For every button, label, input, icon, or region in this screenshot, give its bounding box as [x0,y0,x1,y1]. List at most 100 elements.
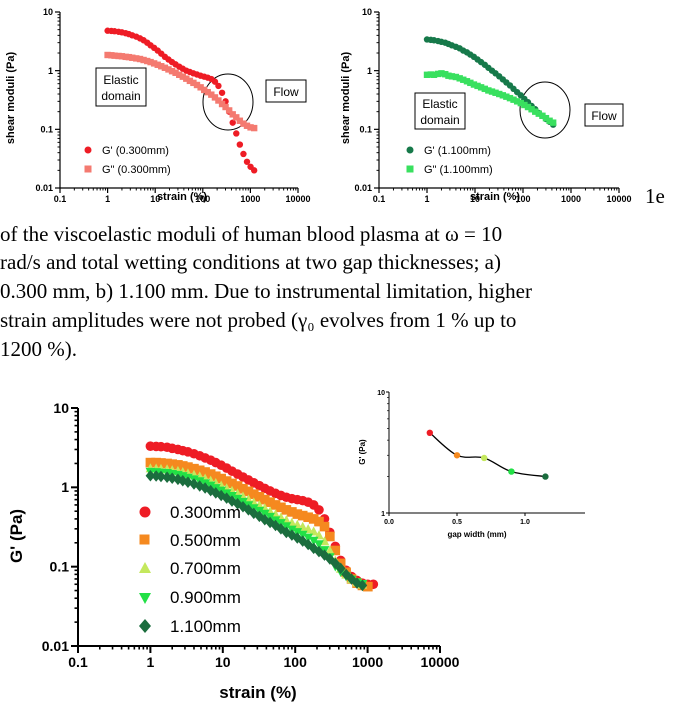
chart-b-xlabel: strain (%) [470,191,520,203]
chart-a-point-s0 [236,141,244,148]
chart-a-legend-label-1: G" (0.300mm) [102,164,171,176]
chart-c-legend-marker-4 [139,619,151,633]
chart-b-legend: G' (1.100mm) G" (1.100mm) [406,145,493,176]
chart-b-point-s1 [456,75,463,82]
chart-c-point-s4 [156,470,166,483]
chart-b-point-s1 [460,76,467,83]
chart-c-point-s0 [314,505,324,515]
chart-b-point-s1 [546,117,553,124]
chart-a-xtick-label: 100 [195,194,210,204]
chart-b-point-s1 [510,96,517,103]
chart-a-ylabel: shear moduli (Pa) [5,52,17,145]
chart-c-xtick-label: 0.1 [68,654,88,670]
chart-b-legend-marker-1 [406,165,414,173]
chart-a-point-s0 [240,150,247,158]
chart-c-ytick-label: 10 [53,400,69,416]
inset-ylabel: G' (Pa) [358,439,367,465]
chart-c-point-s1 [265,497,275,507]
chart-b-point-s1 [481,85,488,93]
chart-a-point-s1 [147,58,154,66]
chart-c-point-s1 [167,459,177,469]
chart-c-point-s4 [297,535,308,547]
chart-b-elastic-label-2: domain [420,113,459,127]
chart-a-legend: G' (0.300mm) G" (0.300mm) [84,145,171,176]
chart-c-point-s4 [248,507,259,520]
chart-b-point-s1 [535,110,542,117]
chart-b-point-s1 [513,98,521,105]
inset-point-1 [453,452,461,459]
chart-a-point-s1 [183,75,190,82]
chart-c-legend-marker-1 [139,534,150,545]
chart-a-point-s1 [233,114,240,121]
chart-a-point-s1 [172,69,179,76]
chart-b-xtick-label: 1000 [561,194,581,204]
chart-c-point-s1 [314,516,324,527]
chart-c-point-s1 [210,471,221,482]
chart-b-point-s1 [423,71,431,79]
chart-b-ytick-label: 1 [367,66,372,76]
chart-b-point-s1 [445,72,452,79]
chart-c-point-s1 [297,510,308,521]
chart-c-point-s1 [151,457,161,468]
chart-b-point-s1 [430,71,438,79]
chart-c-legend: 0.300mm 0.500mm 0.700mm 0.900mm 1.100mm [139,503,241,636]
chart-c-legend-label-1: 0.500mm [170,531,241,550]
chart-a-point-s1 [140,56,147,64]
chart-c-point-s1 [194,465,205,476]
chart-a-point-s1 [211,94,219,101]
chart-c-point-s4 [162,471,172,484]
chart-c-xtick-label: 10 [215,654,231,670]
chart-c-point-s1 [205,469,216,479]
chart-a-elastic-label: Elastic [103,73,138,87]
inset-point-0 [426,429,433,437]
chart-a-point-s1 [144,57,151,65]
chart-a-point-s1 [243,122,251,129]
caption-line-5: 1200 %). [0,337,77,361]
chart-c-point-s4 [276,523,286,535]
chart-b-xtick-label: 1 [424,194,429,204]
chart-b-xtick-label: 100 [515,194,530,204]
chart-c-ytick-label: 0.1 [50,559,70,575]
chart-b-point-s1 [539,112,546,120]
chart-c-point-s1 [189,463,199,474]
chart-a-legend-label-0: G' (0.300mm) [102,145,169,157]
chart-c-legend-label-4: 1.100mm [170,617,241,636]
chart-b-point-s1 [485,87,492,94]
chart-c-point-s4 [346,573,357,585]
chart-a-point-s1 [158,63,165,70]
chart-a-elastic-box: Elastic domain [95,67,147,107]
chart-c-point-s3 [314,540,324,550]
chart-a-point-s1 [225,107,233,114]
chart-b-point-s1 [467,79,474,87]
chart-a-point-s1 [193,81,201,89]
chart-a-legend-marker-1 [84,165,92,173]
chart-c-point-s4 [287,529,297,541]
chart-c-point-s4 [227,495,237,507]
chart-b-point-s1 [488,88,496,95]
chart-c-point-s1 [270,500,281,510]
chart-c-point-s1 [254,491,265,502]
inset-xtick-label: 0.0 [384,519,394,526]
inset-xlabel: gap width (mm) [447,530,506,539]
chart-a-point-s1 [218,100,226,108]
chart-a-ytick-label: 0.01 [35,183,53,193]
chart-a-xtick-label: 10000 [285,194,310,204]
chart-c-point-s1 [330,545,341,556]
chart-a-point-s1 [129,54,136,61]
chart-b-point-s1 [474,82,481,90]
chart-a-point-s1 [115,52,122,60]
inset-xtick-label: 1.0 [520,519,530,526]
chart-a-xtick-label: 0.1 [54,194,67,204]
chart-c-point-s4 [167,472,177,485]
chart-a-legend-marker-0 [84,146,92,154]
chart-c-point-s2 [325,545,335,555]
chart-c-point-s1 [292,509,303,519]
chart-a-xtick-label: 1000 [240,194,260,204]
chart-a-point-s1 [190,79,197,87]
chart-a-point-s1 [176,71,183,79]
chart-a-xtick-label: 10 [150,194,160,204]
chart-a-ytick-label: 1 [48,66,53,76]
chart-b-point-s1 [506,94,514,102]
